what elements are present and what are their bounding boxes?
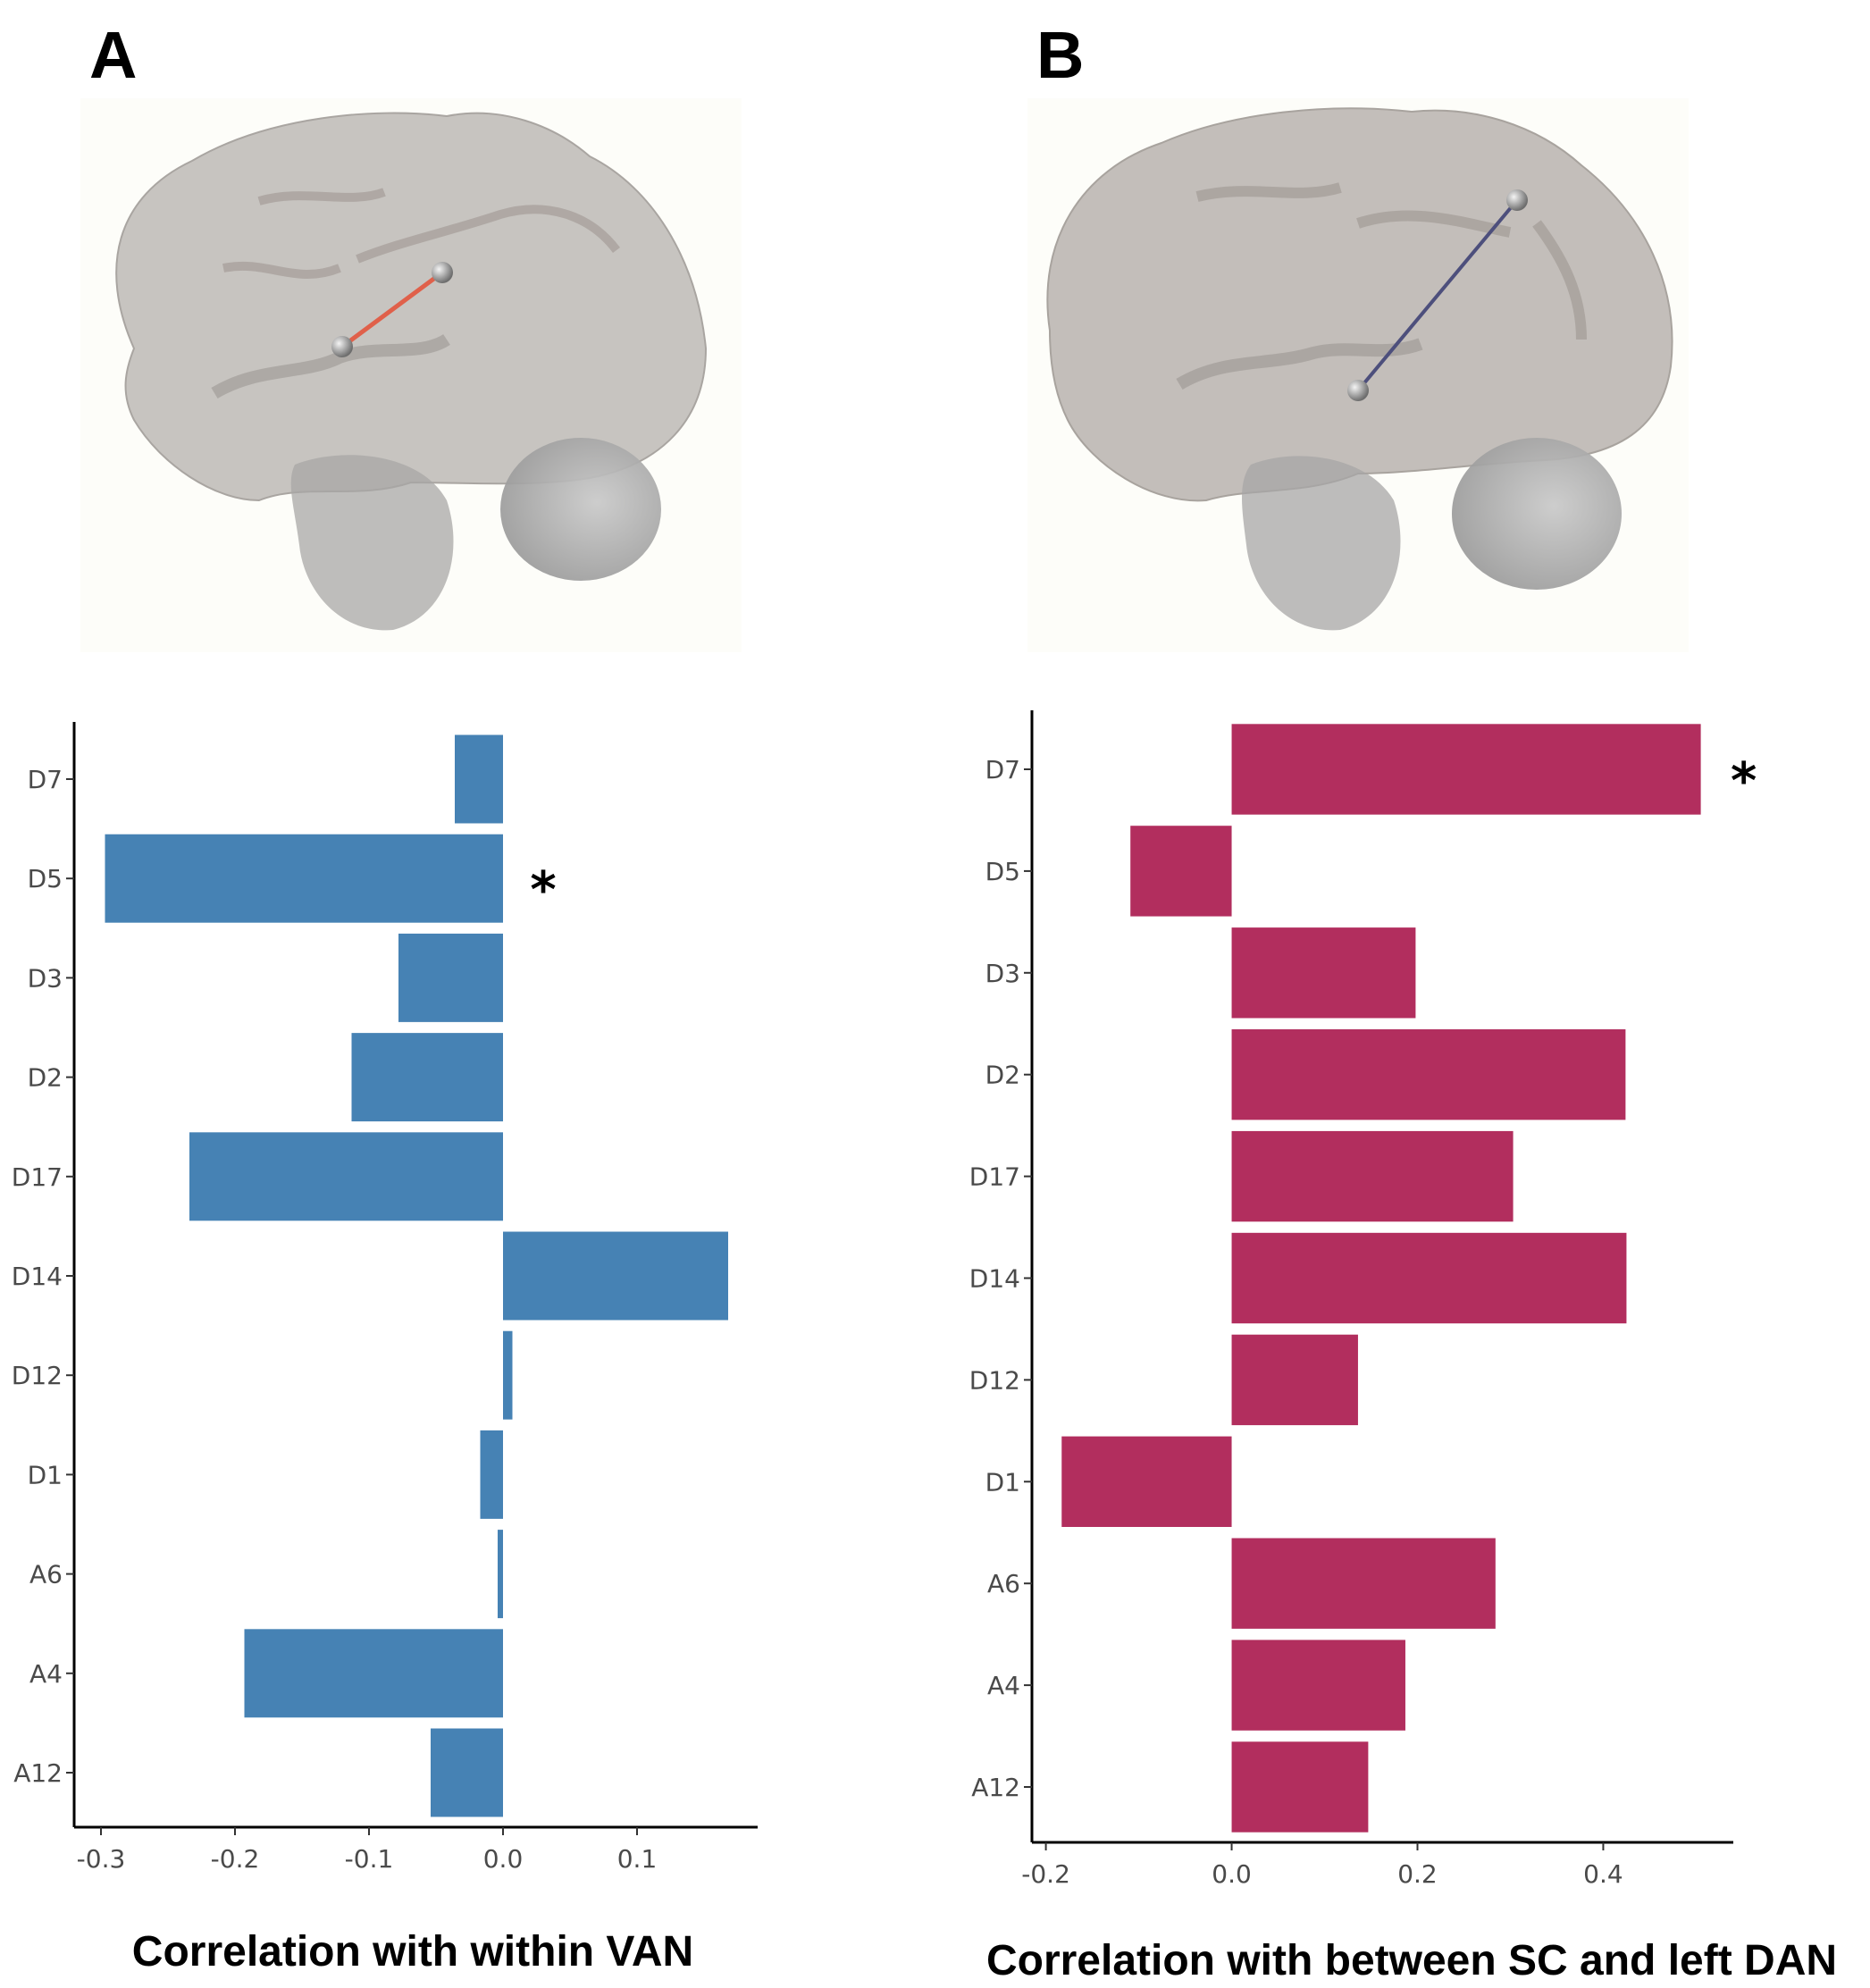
bar-d2 — [351, 1033, 503, 1122]
y-tick-label-a12: A12 — [13, 1758, 63, 1788]
x-tick-label: -0.2 — [211, 1844, 260, 1874]
x-tick-label: 0.4 — [1583, 1859, 1623, 1889]
bar-a6 — [498, 1530, 503, 1619]
y-tick-label-a12: A12 — [971, 1773, 1020, 1802]
significance-marker: * — [1731, 752, 1757, 810]
bar-d3 — [398, 933, 503, 1022]
x-tick-label: -0.3 — [77, 1844, 126, 1874]
significance-marker: * — [530, 861, 556, 919]
x-tick-label: 0.2 — [1397, 1859, 1438, 1889]
bar-d3 — [1231, 927, 1416, 1019]
chart-b-x-axis-title: Correlation with between SC and left DAN — [986, 1937, 1837, 1984]
y-tick-label-d7: D7 — [28, 765, 63, 794]
y-tick-label-d2: D2 — [28, 1063, 63, 1093]
y-tick-label-d17: D17 — [969, 1162, 1020, 1192]
bar-d2 — [1231, 1029, 1626, 1120]
bar-a12 — [431, 1728, 503, 1817]
bar-a6 — [1231, 1538, 1496, 1629]
bar-a4 — [244, 1629, 503, 1718]
y-tick-label-d14: D14 — [12, 1262, 63, 1291]
bar-a4 — [1231, 1640, 1405, 1731]
x-tick-label: 0.0 — [1212, 1859, 1252, 1889]
connection-line-a — [340, 270, 444, 349]
bar-a12 — [1231, 1741, 1369, 1833]
y-tick-label-d17: D17 — [12, 1162, 63, 1192]
bar-d5 — [1130, 826, 1232, 917]
y-tick-label-d3: D3 — [28, 963, 63, 993]
bar-d12 — [503, 1330, 513, 1420]
y-tick-label-d5: D5 — [985, 857, 1020, 886]
panel-a-label: A — [89, 18, 137, 92]
x-tick-label: -0.2 — [1021, 1859, 1070, 1889]
y-tick-label-d3: D3 — [985, 959, 1020, 988]
bar-d17 — [189, 1132, 503, 1221]
bar-d1 — [1061, 1436, 1232, 1527]
y-tick-label-d2: D2 — [985, 1061, 1020, 1090]
chart-a: * D7 D5 D3 D2 D17 D14 D12 D1 A6 A4 A12 -0.3 -0.2 -0.… — [12, 722, 758, 1975]
y-tick-label-d1: D1 — [985, 1467, 1020, 1497]
y-tick-label-a6: A6 — [987, 1569, 1020, 1598]
bar-d14 — [503, 1231, 728, 1321]
bar-d14 — [1231, 1232, 1627, 1324]
bar-d7 — [455, 734, 503, 824]
x-tick-label: 0.0 — [483, 1844, 524, 1874]
node-b-2 — [1506, 189, 1528, 211]
bar-d12 — [1231, 1334, 1358, 1426]
node-a-1 — [331, 336, 353, 357]
y-tick-label-a4: A4 — [29, 1659, 63, 1689]
panel-b-label: B — [1036, 18, 1084, 92]
bar-d1 — [480, 1430, 503, 1519]
y-tick-label-d12: D12 — [12, 1361, 63, 1390]
chart-b: * D7 D5 D3 D2 D17 D14 D12 D1 A6 A4 A12 -0.2 0.0 0.2 0… — [969, 710, 1837, 1984]
brain-illustration-b — [1027, 98, 1689, 652]
x-tick-label: -0.1 — [345, 1844, 394, 1874]
y-tick-label-d5: D5 — [28, 864, 63, 893]
node-b-1 — [1347, 380, 1369, 401]
bar-d5 — [105, 834, 503, 923]
chart-a-x-axis-title: Correlation with within VAN — [132, 1928, 693, 1975]
y-tick-label-d7: D7 — [985, 755, 1020, 784]
connection-line-b — [1356, 198, 1519, 392]
y-tick-label-d1: D1 — [28, 1460, 63, 1489]
node-a-2 — [432, 262, 453, 283]
y-tick-label-d14: D14 — [969, 1264, 1020, 1294]
bar-d17 — [1231, 1130, 1514, 1222]
brain-illustration-a — [80, 98, 742, 652]
y-tick-label-d12: D12 — [969, 1365, 1020, 1395]
bar-d7 — [1231, 724, 1701, 815]
x-tick-label: 0.1 — [617, 1844, 658, 1874]
y-tick-label-a6: A6 — [29, 1560, 63, 1590]
y-tick-label-a4: A4 — [987, 1671, 1020, 1700]
